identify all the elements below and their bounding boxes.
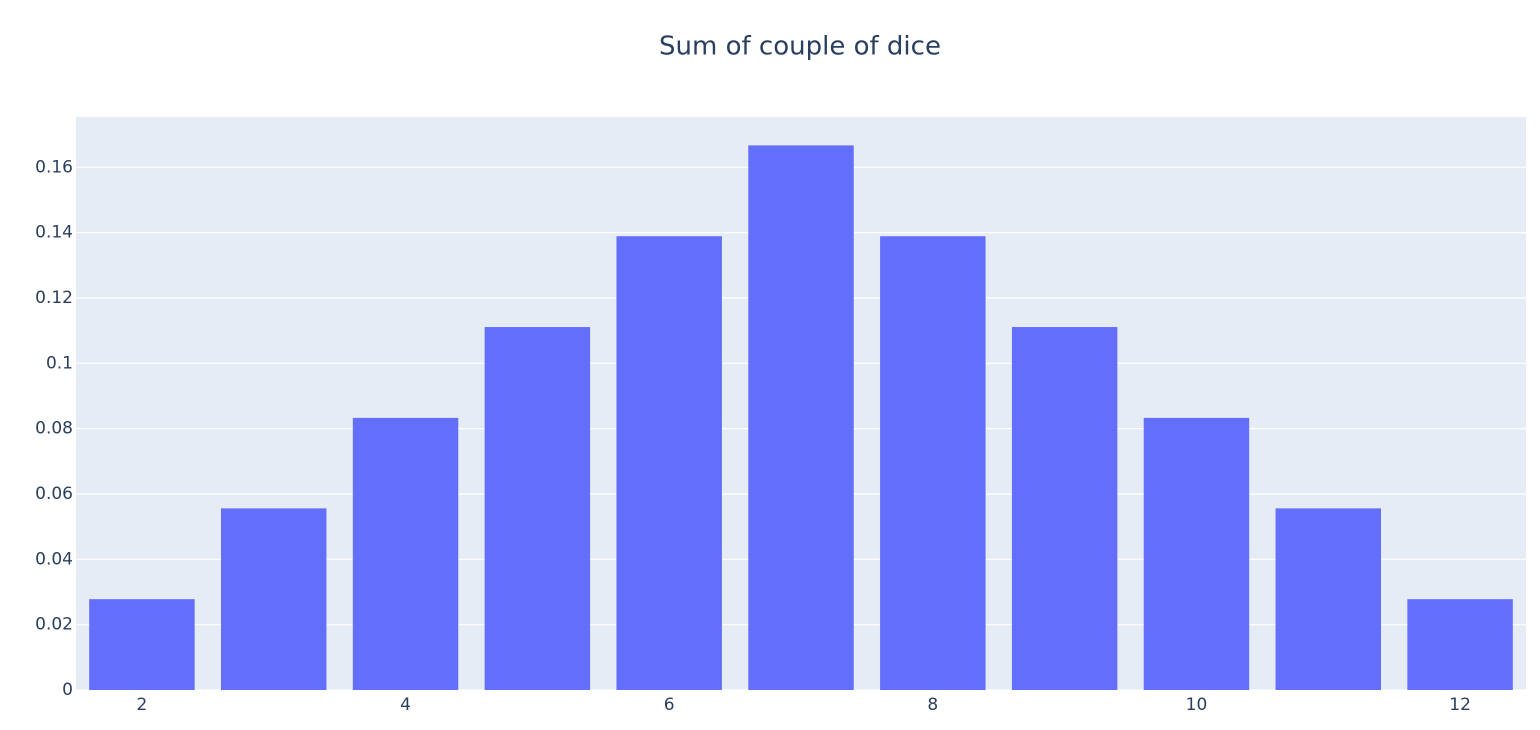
bar — [1011, 327, 1118, 690]
bar — [1275, 508, 1381, 690]
chart-title: Sum of couple of dice — [659, 32, 941, 62]
x-tick-label: 10 — [1186, 695, 1208, 715]
bar — [748, 145, 854, 690]
y-tick-label: 0.14 — [35, 223, 73, 243]
y-tick-label: 0.16 — [35, 157, 73, 177]
y-tick-label: 0.06 — [35, 484, 73, 504]
bar — [221, 508, 327, 690]
bar — [880, 236, 986, 690]
y-tick-label: 0.02 — [35, 615, 73, 635]
y-tick-label: 0.08 — [35, 419, 73, 439]
x-tick-label: 2 — [136, 695, 147, 715]
y-tick-label: 0 — [62, 680, 73, 700]
x-tick-label: 8 — [927, 695, 938, 715]
x-tick-label: 6 — [664, 695, 675, 715]
x-tick-label: 12 — [1449, 695, 1471, 715]
bar — [89, 599, 195, 690]
bar — [1143, 417, 1250, 690]
bar — [616, 236, 722, 690]
y-tick-label: 0.04 — [35, 549, 73, 569]
y-tick-label: 0.1 — [46, 353, 73, 373]
bar — [352, 417, 459, 690]
y-tick-label: 0.12 — [35, 288, 73, 308]
bar — [484, 327, 591, 690]
bar — [1407, 599, 1513, 690]
x-tick-label: 4 — [400, 695, 411, 715]
